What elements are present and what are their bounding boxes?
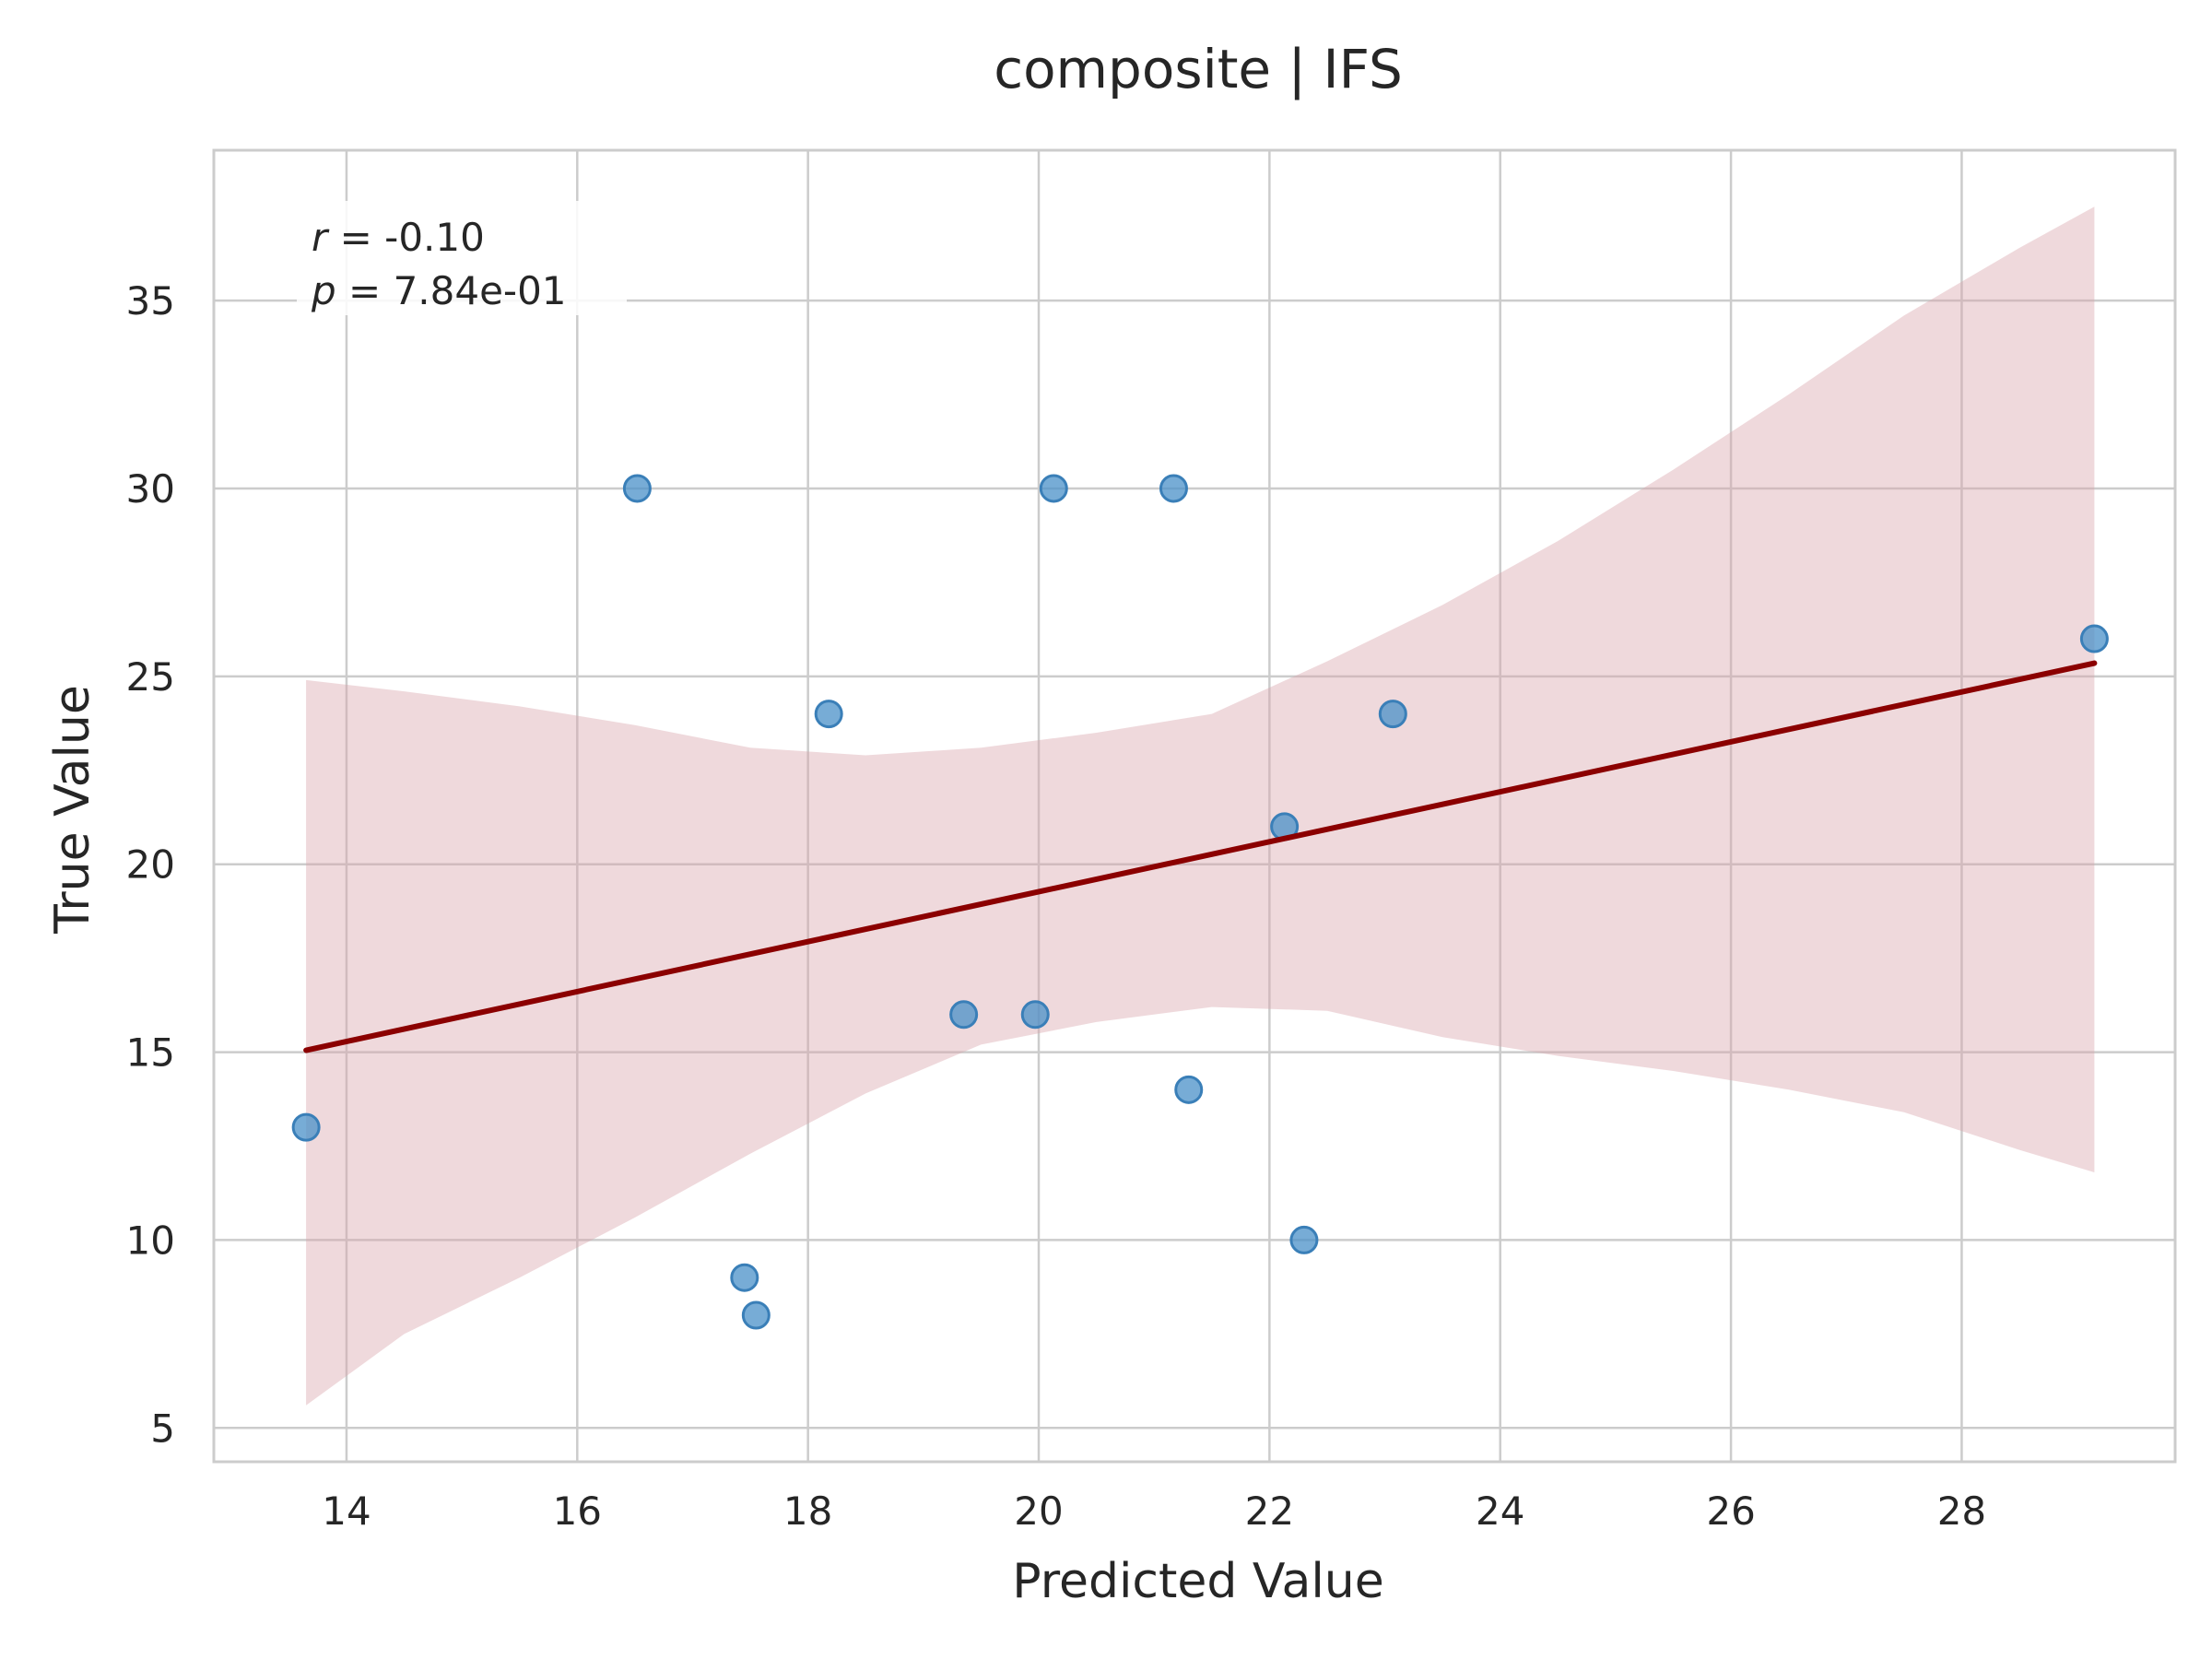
- scatter-point: [1020, 1000, 1050, 1030]
- scatter-point: [730, 1263, 759, 1292]
- x-tick-label: 28: [1937, 1488, 1986, 1534]
- scatter-point: [814, 700, 843, 729]
- scatter-point: [1289, 1225, 1319, 1254]
- chart-title: composite | IFS: [994, 38, 1403, 100]
- x-axis-label: Predicted Value: [1012, 1554, 1383, 1609]
- plot-frame: [212, 148, 2177, 1464]
- x-tick-label: 24: [1476, 1488, 1524, 1534]
- points-layer: [291, 474, 2109, 1330]
- confidence-band-layer: [306, 206, 2095, 1406]
- x-tick-label: 26: [1706, 1488, 1755, 1534]
- r-symbol: r: [312, 215, 330, 260]
- scatter-point: [949, 1000, 979, 1030]
- y-tick-label: 30: [126, 466, 175, 512]
- x-tick-label: 22: [1245, 1488, 1294, 1534]
- x-tick-label: 16: [553, 1488, 602, 1534]
- x-tick-label: 20: [1014, 1488, 1063, 1534]
- x-tick-label: 18: [783, 1488, 832, 1534]
- scatter-point: [291, 1112, 321, 1142]
- y-tick-label: 25: [126, 654, 175, 700]
- regression-line-layer: [303, 660, 2098, 1053]
- x-tick-labels: 14 16 18 20 22 24 26 28: [322, 1488, 1986, 1534]
- confidence-band: [306, 206, 2095, 1406]
- y-tick-label: 15: [126, 1030, 175, 1076]
- scatter-point: [1174, 1075, 1204, 1104]
- y-tick-label: 35: [126, 278, 175, 324]
- scatter-point: [741, 1300, 771, 1330]
- y-tick-label: 20: [126, 842, 175, 888]
- scatter-point: [622, 474, 652, 503]
- annotation-box: [297, 201, 627, 315]
- scatter-point: [1039, 474, 1068, 503]
- p-value: = 7.84e-01: [336, 268, 567, 313]
- p-symbol: p: [311, 268, 336, 313]
- y-axis-label: True Value: [45, 685, 100, 935]
- y-tick-label: 5: [150, 1406, 175, 1451]
- x-tick-label: 14: [322, 1488, 371, 1534]
- y-tick-labels: 5 10 15 20 25 30 35: [126, 278, 175, 1451]
- y-tick-label: 10: [126, 1218, 175, 1263]
- regression-line: [303, 660, 2098, 1053]
- r-value: = -0.10: [327, 215, 485, 260]
- scatter-point: [1378, 700, 1407, 729]
- correlation-annotation: r = -0.10: [312, 215, 485, 260]
- pvalue-annotation: p = 7.84e-01: [311, 268, 567, 313]
- grid: [214, 150, 2175, 1462]
- scatter-point: [2079, 624, 2109, 653]
- scatter-point: [1159, 474, 1188, 503]
